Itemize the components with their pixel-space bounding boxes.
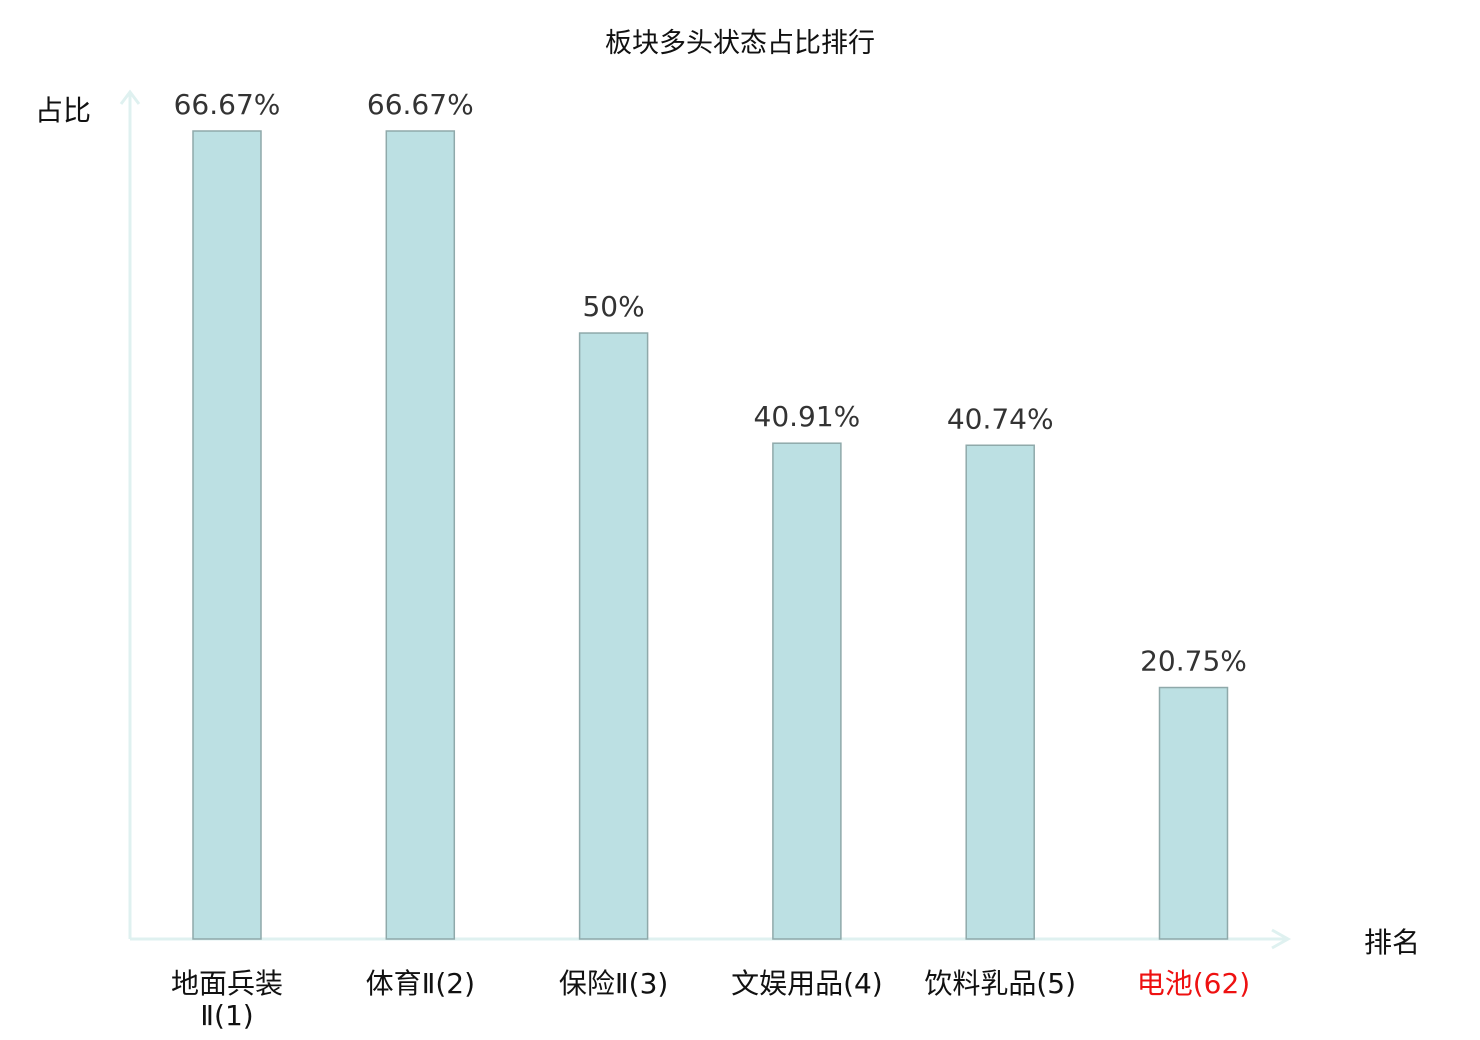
x-tick-label: 体育Ⅱ(2) — [366, 967, 475, 1000]
x-tick-label: 饮料乳品(5) — [924, 967, 1076, 1000]
x-axis-label: 排名 — [1364, 926, 1420, 959]
data-label: 66.67% — [367, 88, 474, 121]
data-label: 40.91% — [754, 400, 861, 433]
bar — [192, 130, 262, 940]
data-label: 50% — [582, 290, 644, 323]
data-label: 20.75% — [1140, 645, 1247, 678]
x-tick-label: 保险Ⅱ(3) — [559, 967, 668, 1000]
data-label: 66.67% — [174, 88, 281, 121]
bar — [965, 444, 1035, 940]
bar — [772, 442, 842, 940]
y-axis-arrow-icon — [119, 89, 141, 105]
data-label: 40.74% — [947, 402, 1054, 435]
bar — [578, 332, 649, 940]
y-axis-label: 占比 — [35, 94, 91, 127]
bar — [1158, 686, 1229, 940]
x-tick-label: 文娱用品(4) — [731, 967, 883, 1000]
x-tick-label: Ⅱ(1) — [200, 999, 253, 1032]
bar — [385, 130, 456, 940]
x-axis-arrow-icon — [1271, 928, 1292, 950]
x-tick-label: 电池(62) — [1137, 967, 1250, 1000]
chart-title: 板块多头状态占比排行 — [605, 28, 875, 59]
x-tick-label: 地面兵装 — [171, 967, 283, 1000]
